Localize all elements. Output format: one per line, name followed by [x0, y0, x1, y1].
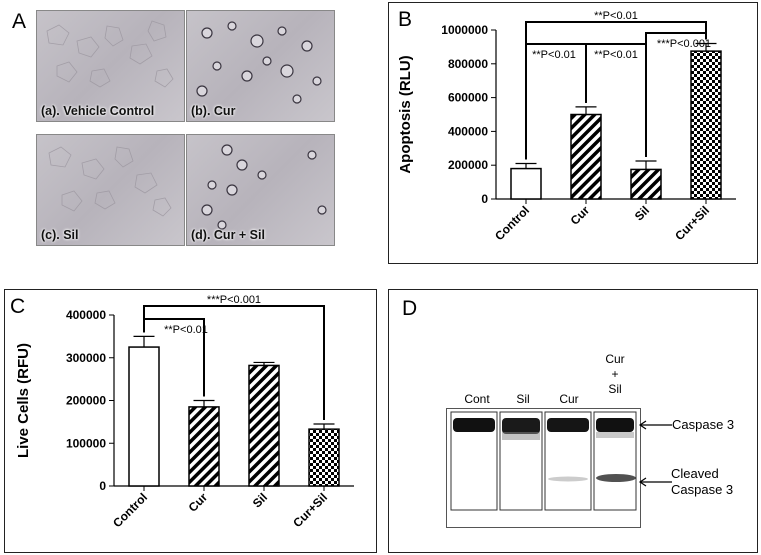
y-tick-label: 0	[99, 479, 106, 493]
significance-label: ***P<0.001	[207, 294, 261, 306]
micrograph-cur: (b). Cur	[186, 10, 335, 122]
y-tick-label: 1000000	[441, 23, 488, 37]
significance-label: **P<0.01	[164, 324, 208, 336]
blot-bands	[450, 411, 637, 511]
y-tick-label: 600000	[448, 91, 488, 105]
bar	[570, 113, 602, 200]
panel-b-frame	[388, 2, 758, 264]
bar	[248, 364, 280, 487]
significance-label: **P<0.01	[532, 49, 576, 61]
band-arrows	[638, 420, 672, 487]
panel-d-frame	[388, 289, 758, 553]
cell-texture	[46, 20, 174, 88]
x-tick-label: Cur	[186, 490, 211, 515]
tile-caption: (c). Sil	[41, 228, 79, 242]
micrograph-cur-sil: (d). Cur + Sil	[186, 134, 335, 246]
panel-c-frame	[4, 289, 377, 553]
significance-bracket	[525, 21, 707, 160]
x-tick-label: Sil	[632, 203, 652, 223]
lane-label-cont: Cont	[464, 392, 490, 406]
tile-caption: (d). Cur + Sil	[191, 228, 265, 242]
micrograph-vehicle-control: (a). Vehicle Control	[36, 10, 185, 122]
cell-texture	[48, 146, 172, 217]
y-tick-label: 100000	[66, 436, 106, 450]
y-axis-label: Live Cells (RFU)	[15, 343, 32, 458]
rounded-cells-texture	[196, 21, 322, 104]
lane-label-cur: Cur	[559, 392, 579, 406]
x-tick-label: Cur	[568, 203, 593, 228]
panel-a-letter: A	[12, 10, 27, 33]
band-label-caspase3: Caspase 3	[672, 417, 735, 432]
bar	[630, 168, 662, 200]
significance-bracket	[143, 305, 325, 421]
y-tick-label: 400000	[448, 124, 488, 138]
band-label-cleaved-caspase3: Caspase 3	[671, 482, 734, 497]
x-tick-label: Cur+Sil	[290, 490, 330, 530]
bar	[128, 346, 160, 487]
blot-membrane	[446, 408, 641, 528]
rounded-cells-texture	[201, 144, 327, 230]
x-tick-label: Sil	[250, 490, 270, 510]
live-cells-bar-chart: 0 100000 200000 300000 400000 Live Cells (RFU…	[15, 294, 354, 530]
bar	[690, 50, 722, 200]
bar	[510, 167, 542, 200]
tile-caption: (b). Cur	[191, 104, 236, 118]
y-tick-label: 0	[481, 192, 488, 206]
band-label-cleaved: Cleaved	[671, 466, 719, 481]
panel-d-letter: D	[402, 297, 418, 320]
y-axis-label: Apoptosis (RLU)	[397, 55, 414, 173]
panel-b-letter: B	[398, 8, 413, 31]
y-tick-label: 300000	[66, 351, 106, 365]
apoptosis-bar-chart: 0 200000 400000 600000 800000 1000000 Apoptosi…	[397, 10, 736, 243]
y-tick-label: 200000	[448, 158, 488, 172]
x-tick-label: Control	[110, 490, 150, 530]
x-tick-label: Control	[492, 203, 532, 243]
panel-c-letter: C	[10, 295, 26, 318]
significance-label: **P<0.01	[594, 10, 638, 22]
micrograph-sil: (c). Sil	[36, 134, 185, 246]
lane-label-cur-sil: Cur + Sil	[605, 352, 625, 396]
significance-label: ***P<0.001	[657, 38, 711, 50]
bar	[188, 406, 220, 487]
tile-caption: (a). Vehicle Control	[41, 104, 155, 118]
bar	[308, 428, 340, 487]
significance-label: **P<0.01	[594, 49, 638, 61]
y-tick-label: 800000	[448, 57, 488, 71]
y-tick-label: 200000	[66, 394, 106, 408]
x-tick-label: Cur+Sil	[672, 203, 712, 243]
lane-label-sil: Sil	[516, 392, 530, 406]
y-tick-label: 400000	[66, 308, 106, 322]
